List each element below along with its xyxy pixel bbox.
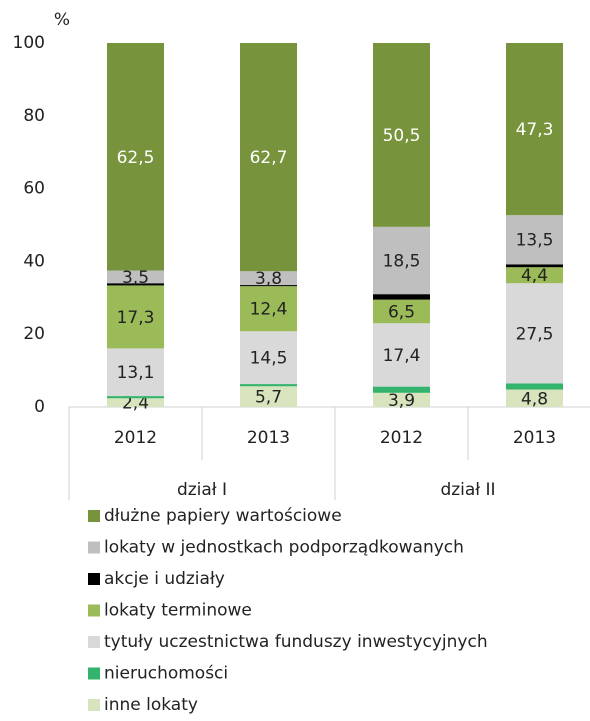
bar-segment <box>373 386 430 393</box>
data-label: 3,9 <box>388 391 415 411</box>
legend-swatch <box>88 636 100 648</box>
bar-segment <box>506 389 563 407</box>
bar-segment <box>506 267 563 284</box>
legend-label: inne lokaty <box>104 695 198 715</box>
y-tick-label: 80 <box>23 106 45 126</box>
data-label: 18,5 <box>383 251 421 271</box>
bar-segment <box>240 286 297 332</box>
bar-segment <box>373 323 430 387</box>
bar-segment <box>506 215 563 265</box>
data-label: 4,8 <box>521 389 548 409</box>
group-label: dział II <box>440 480 495 500</box>
legend-swatch <box>88 541 100 554</box>
data-label: 3,5 <box>122 268 149 288</box>
legend-swatch <box>88 510 100 522</box>
data-label: 17,4 <box>383 346 421 366</box>
data-label: 13,1 <box>117 363 155 383</box>
x-tick-label: 2012 <box>114 428 157 448</box>
bar-segment <box>506 283 563 384</box>
bar-segment <box>373 226 430 295</box>
bar-segment <box>240 331 297 385</box>
bar-segment <box>506 43 563 216</box>
bar-segment <box>506 264 563 268</box>
bar-segment <box>373 299 430 324</box>
group-label: dział I <box>177 480 227 500</box>
x-tick-label: 2012 <box>380 428 423 448</box>
y-tick-label: 40 <box>23 251 45 271</box>
y-tick-label: 60 <box>23 179 45 199</box>
legend-swatch <box>88 699 100 711</box>
bar-segment <box>240 384 297 387</box>
legend-swatch <box>88 573 100 585</box>
bar-segment <box>373 294 430 300</box>
bar-segment <box>107 283 164 286</box>
bar-segment <box>240 386 297 407</box>
y-tick-label: 0 <box>34 397 45 417</box>
data-label: 5,7 <box>255 388 282 408</box>
data-label: 4,4 <box>521 266 548 286</box>
data-label: 12,4 <box>250 300 288 320</box>
y-axis-label: % <box>54 10 70 30</box>
legend-label: nieruchomości <box>104 664 228 684</box>
x-tick-label: 2013 <box>247 428 290 448</box>
bar-segment <box>240 271 297 286</box>
legend-label: akcje i udziały <box>104 569 225 589</box>
y-tick-label: 20 <box>23 324 45 344</box>
bar-segment <box>107 348 164 397</box>
data-label: 6,5 <box>388 302 415 322</box>
bar-segment <box>240 43 297 272</box>
data-label: 2,4 <box>122 394 149 414</box>
bar-segment <box>240 285 297 287</box>
bar-segment <box>107 43 164 271</box>
bar-segment <box>373 43 430 227</box>
data-label: 62,5 <box>117 148 155 168</box>
bar-segment <box>373 392 430 407</box>
bar-segment <box>107 270 164 284</box>
legend-swatch <box>88 667 100 680</box>
data-label: 27,5 <box>516 324 554 344</box>
legend-label: dłużne papiery wartościowe <box>104 506 342 526</box>
bar-segment <box>107 398 164 407</box>
data-label: 17,3 <box>117 308 155 328</box>
legend-label: tytuły uczestnictwa funduszy inwestycyjn… <box>104 632 488 652</box>
legend-swatch <box>88 604 100 617</box>
bar-segment <box>107 285 164 349</box>
data-label: 47,3 <box>516 120 554 140</box>
data-label: 14,5 <box>250 349 288 369</box>
legend-label: lokaty w jednostkach podporządkowanych <box>104 538 464 558</box>
x-tick-label: 2013 <box>513 428 556 448</box>
data-label: 62,7 <box>250 148 288 168</box>
data-label: 50,5 <box>383 126 421 146</box>
data-label: 13,5 <box>516 231 554 251</box>
data-label: 3,8 <box>255 269 282 289</box>
y-tick-label: 100 <box>13 33 45 53</box>
bar-segment <box>107 396 164 399</box>
bar-segment <box>506 383 563 390</box>
legend-label: lokaty terminowe <box>104 601 252 621</box>
